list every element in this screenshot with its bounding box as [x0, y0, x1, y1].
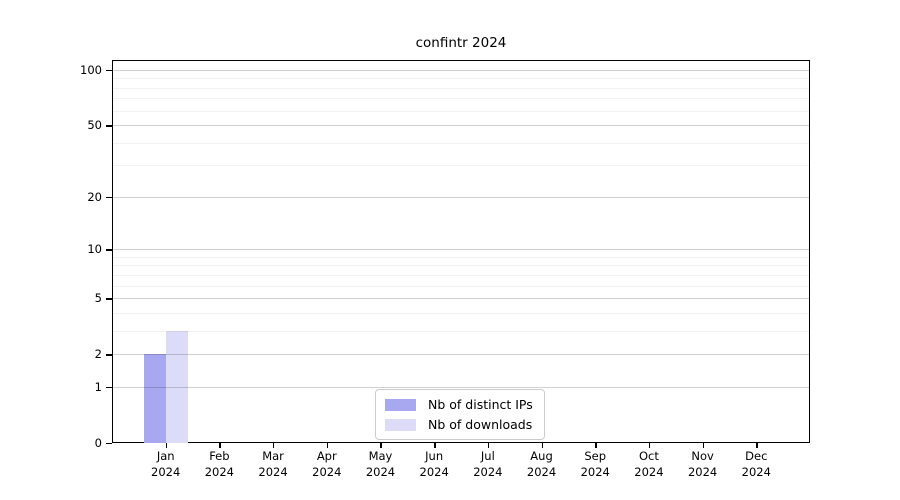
legend: Nb of distinct IPs Nb of downloads	[375, 389, 545, 440]
y-axis-tick	[106, 443, 112, 445]
bar-distinct-ips-jan	[143, 354, 166, 443]
chart-title: confintr 2024	[415, 35, 507, 51]
x-axis-month-label: May 2024	[350, 449, 410, 480]
x-axis-year-label: 2024	[634, 464, 664, 479]
y-axis-tick	[106, 298, 112, 300]
y-axis-tick	[106, 196, 112, 199]
y-axis-tick-label: 20	[87, 189, 102, 204]
x-axis-tick	[165, 443, 168, 448]
legend-swatch-downloads	[385, 418, 416, 431]
x-axis-month-label: Oct 2024	[619, 449, 679, 480]
x-axis-tick	[648, 443, 651, 448]
x-axis-year-label: 2024	[365, 464, 396, 479]
y-axis-tick-label: 1	[94, 379, 102, 394]
y-axis-tick-label: 0	[94, 436, 102, 450]
x-axis-tick	[380, 443, 382, 448]
x-axis-month-label: Mar 2024	[243, 449, 303, 480]
x-axis-year-label: 2024	[580, 464, 610, 479]
x-axis-month-label: Jun 2024	[404, 449, 464, 480]
legend-swatch-distinct-ips	[385, 398, 416, 411]
y-axis-tick	[106, 70, 112, 72]
x-axis-tick	[756, 443, 758, 448]
y-axis-tick-label: 10	[87, 242, 102, 257]
x-axis-month-label: Jan 2024	[136, 449, 196, 480]
x-axis-month-label: Aug 2024	[512, 449, 572, 480]
x-axis-year-label: 2024	[473, 464, 503, 479]
legend-label-downloads: Nb of downloads	[428, 417, 533, 432]
x-axis-year-label: 2024	[526, 464, 557, 479]
y-axis-tick	[106, 354, 112, 356]
x-axis-tick	[487, 443, 490, 448]
legend-item-distinct-ips: Nb of distinct IPs	[385, 397, 533, 412]
y-axis-tick-label: 2	[94, 347, 102, 362]
x-axis-month-label: Sep 2024	[565, 449, 625, 480]
y-axis-tick-label: 50	[87, 118, 102, 133]
x-axis-tick	[326, 443, 329, 448]
y-axis-tick-label: 5	[94, 291, 102, 306]
x-axis-month-label: Apr 2024	[297, 449, 357, 480]
x-axis-year-label: 2024	[312, 464, 342, 479]
x-axis-month-label: Dec 2024	[726, 449, 786, 480]
plot-area	[112, 60, 810, 443]
x-axis-year-label: 2024	[204, 464, 235, 479]
y-axis-tick	[106, 125, 112, 127]
x-axis-year-label: 2024	[741, 464, 771, 479]
x-axis-year-label: 2024	[687, 464, 718, 479]
x-axis-year-label: 2024	[419, 464, 449, 479]
x-axis-tick	[595, 443, 597, 448]
legend-item-downloads: Nb of downloads	[385, 417, 533, 432]
legend-label-distinct-ips: Nb of distinct IPs	[428, 397, 533, 412]
y-axis-tick	[106, 249, 112, 251]
x-axis-month-label: Nov 2024	[673, 449, 733, 480]
x-axis-year-label: 2024	[258, 464, 288, 479]
x-axis-tick	[434, 443, 436, 448]
x-axis-month-label: Jul 2024	[458, 449, 518, 480]
x-axis-tick	[219, 443, 221, 448]
x-axis-tick	[273, 443, 275, 448]
y-axis-tick-label: 100	[80, 63, 102, 77]
x-axis-year-label: 2024	[151, 464, 181, 479]
x-axis-tick	[541, 443, 543, 448]
bar-downloads-jan	[165, 330, 188, 443]
x-axis-tick	[702, 443, 704, 448]
x-axis-month-label: Feb 2024	[189, 449, 249, 480]
y-axis-tick	[106, 386, 112, 389]
